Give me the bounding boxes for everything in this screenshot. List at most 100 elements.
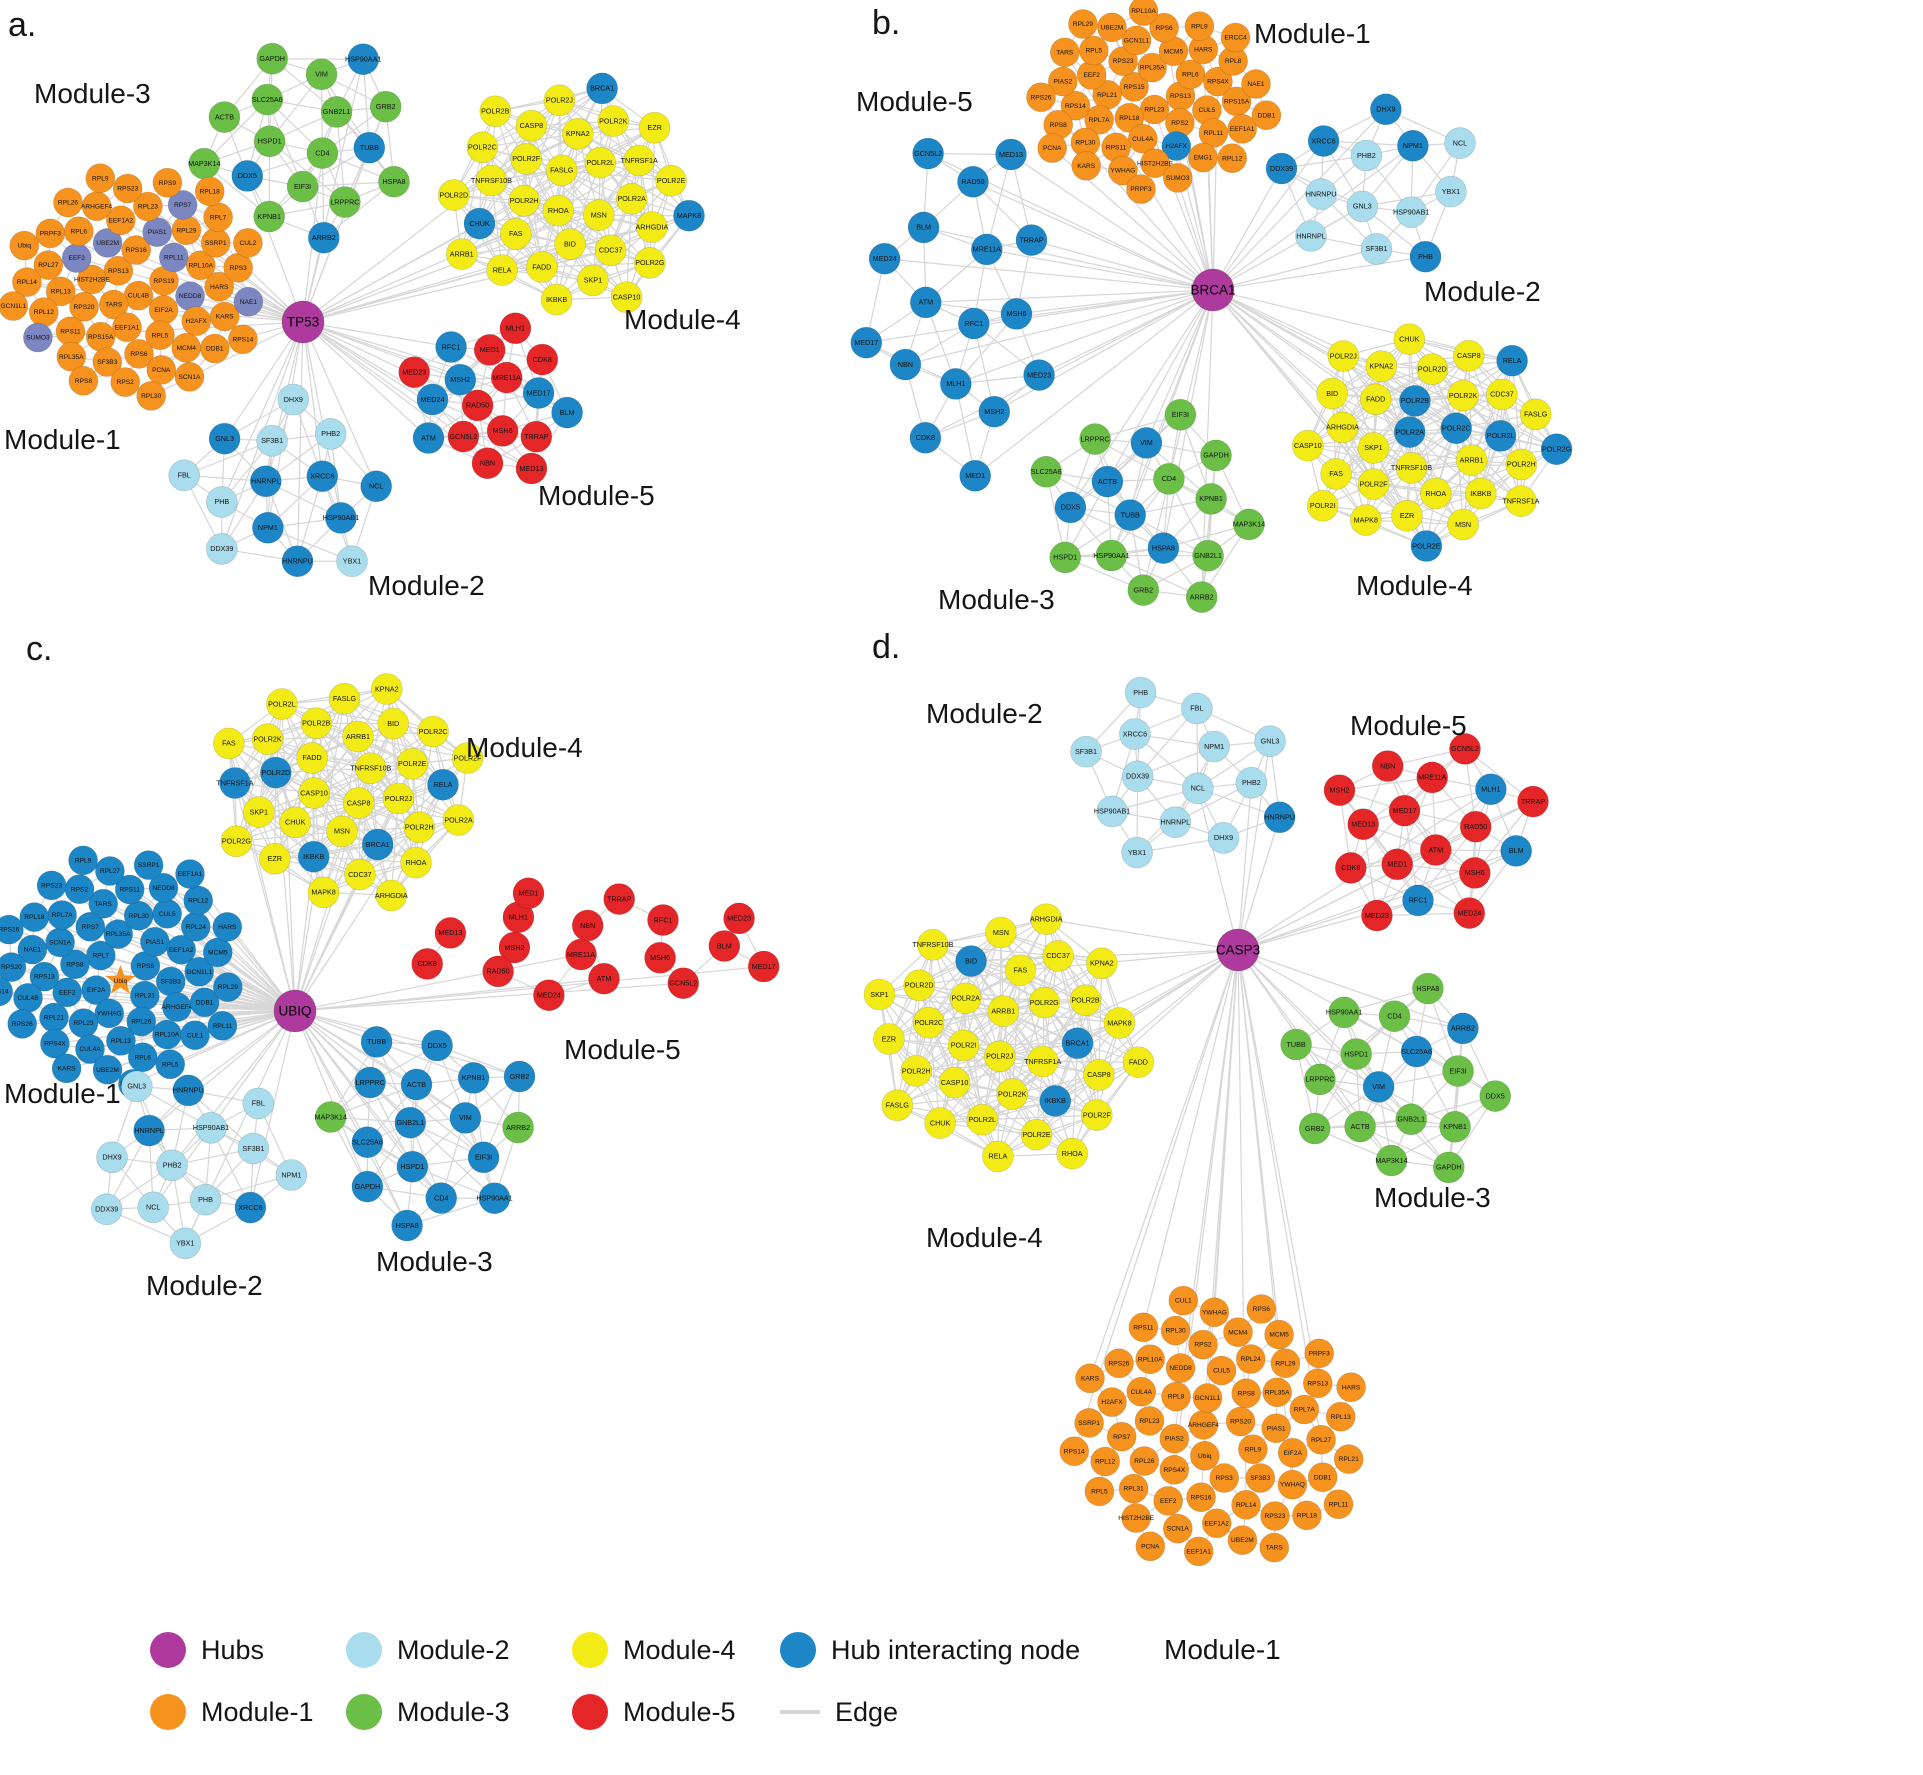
node-gnl3[interactable]: GNL3 [208,422,241,455]
node-rad50[interactable]: RAD50 [957,166,989,198]
node-rpl7a[interactable]: RPL7A [1084,105,1114,135]
node-med13[interactable]: MED13 [995,138,1027,171]
node-rpl13[interactable]: RPL13 [106,1026,136,1056]
node-arhgdia[interactable]: ARHGDIA [1030,903,1063,936]
node-ddb1[interactable]: DDB1 [1251,100,1282,130]
node-casp10[interactable]: CASP10 [1292,429,1324,462]
node-ncl[interactable]: NCL [1444,127,1476,159]
node-rpl27[interactable]: RPL27 [1306,1424,1336,1455]
node-rps20[interactable]: RPS20 [0,952,27,982]
node-brca1[interactable]: BRCA1 [586,72,618,105]
node-rpl18[interactable]: RPL18 [19,902,50,932]
node-rps14[interactable]: RPS14 [1060,90,1091,121]
node-polr2h[interactable]: POLR2H [403,811,436,844]
node-rela[interactable]: RELA [486,254,518,286]
node-med24[interactable]: MED24 [868,242,901,275]
node-rps23[interactable]: RPS23 [1108,46,1138,76]
node-ybx1[interactable]: YBX1 [336,545,368,578]
node-ezr[interactable]: EZR [258,842,291,875]
node-polr2d[interactable]: POLR2D [1416,353,1449,386]
node-rps2[interactable]: RPS2 [1188,1329,1218,1360]
node-hsp90ab1[interactable]: HSP90AB1 [323,502,359,534]
node-eef2[interactable]: EEF2 [1153,1486,1183,1516]
node-ddx5[interactable]: DDX5 [231,160,264,192]
node-tnfrsf10b[interactable]: TNFRSF10B [471,164,512,197]
node-hnrnpl[interactable]: HNRNPL [1159,806,1192,839]
node-kars[interactable]: KARS [1075,1363,1105,1394]
node-arhgef4[interactable]: ARHGEF4 [1188,1410,1219,1440]
node-rfc1[interactable]: RFC1 [1402,884,1434,917]
node-polr2e[interactable]: POLR2E [1020,1118,1053,1151]
node-sumo3[interactable]: SUMO3 [23,322,53,353]
hub-node-brca1[interactable]: BRCA1 [1190,268,1236,312]
node-polr2f[interactable]: POLR2F [510,143,543,175]
node-eif3i[interactable]: EIF3I [286,170,319,203]
node-hnrnpu[interactable]: HNRNPU [1305,178,1337,210]
node-tubb[interactable]: TUBB [1114,499,1146,531]
node-ssrp1[interactable]: SSRP1 [133,850,164,880]
node-polr2d[interactable]: POLR2D [437,179,470,211]
node-polr2f[interactable]: POLR2F [1357,468,1390,500]
node-rps23[interactable]: RPS23 [112,173,143,204]
node-kpna2[interactable]: KPNA2 [1365,350,1398,383]
node-eef1a1[interactable]: EEF1A1 [1183,1536,1214,1567]
node-msh6[interactable]: MSH6 [1000,298,1033,330]
node-arrb2[interactable]: ARRB2 [307,221,340,254]
node-polr2k[interactable]: POLR2K [996,1078,1029,1110]
node-msn[interactable]: MSN [1447,508,1479,541]
node-chuk[interactable]: CHUK [279,806,312,839]
node-polr2h[interactable]: POLR2H [508,185,540,217]
node-rps2[interactable]: RPS2 [64,874,95,905]
node-brca1[interactable]: BRCA1 [361,828,394,861]
node-rpl6[interactable]: RPL6 [127,1042,158,1072]
node-arrb2[interactable]: ARRB2 [1447,1012,1479,1045]
node-rpl35a[interactable]: RPL35A [1137,52,1167,83]
node-casp8[interactable]: CASP8 [342,787,375,819]
node-rad50[interactable]: RAD50 [482,955,514,988]
node-rps26[interactable]: RPS26 [7,1009,38,1039]
node-polr2j[interactable]: POLR2J [1327,340,1360,372]
node-polr2b[interactable]: POLR2B [300,707,333,740]
node-mlh1[interactable]: MLH1 [502,901,535,934]
node-polr2k[interactable]: POLR2K [597,105,630,137]
node-eif3i[interactable]: EIF3I [467,1141,500,1174]
node-eef1a1[interactable]: EEF1A1 [1227,114,1257,144]
node-fbl[interactable]: FBL [1181,692,1213,725]
node-cul5[interactable]: CUL5 [152,898,182,929]
node-gapdh[interactable]: GAPDH [1200,439,1232,472]
node-mlh1[interactable]: MLH1 [1475,773,1507,806]
node-gnb2l1[interactable]: GNB2L1 [1395,1103,1427,1136]
node-tnfrsf10b[interactable]: TNFRSF10B [912,928,954,961]
node-bid[interactable]: BID [377,707,410,740]
node-npm1[interactable]: NPM1 [275,1159,308,1191]
node-rpl27[interactable]: RPL27 [95,856,125,886]
node-nbn[interactable]: NBN [889,348,922,381]
node-mcm5[interactable]: MCM5 [203,937,233,968]
node-hsp90ab1[interactable]: HSP90AB1 [193,1112,229,1144]
node-hspd1[interactable]: HSPD1 [1340,1038,1372,1070]
node-med23[interactable]: MED23 [398,356,431,389]
node-pcna[interactable]: PCNA [1135,1531,1166,1562]
node-vim[interactable]: VIM [449,1102,482,1134]
node-hsp90aa1[interactable]: HSP90AA1 [345,43,381,76]
node-ddb1[interactable]: DDB1 [200,333,230,364]
node-trrap[interactable]: TRRAP [520,420,553,453]
node-chuk[interactable]: CHUK [924,1107,956,1139]
node-h2afx[interactable]: H2AFX [181,306,212,336]
node-rpl31[interactable]: RPL31 [130,980,160,1011]
node-sf3b3[interactable]: SF3B3 [1245,1463,1276,1493]
node-hspa8[interactable]: HSPA8 [391,1209,423,1242]
node-polr2c[interactable]: POLR2C [912,1006,945,1039]
node-rpl13[interactable]: RPL13 [1325,1401,1356,1432]
node-mcm4[interactable]: MCM4 [171,332,201,363]
node-hsp90ab1[interactable]: HSP90AB1 [1094,795,1130,828]
node-ikbkb[interactable]: IKBKB [1465,477,1497,510]
node-rpl26[interactable]: RPL26 [126,1006,157,1037]
node-ubiq[interactable]: Ubiq [9,230,40,261]
node-gcn1l1[interactable]: GCN1L1 [1121,25,1152,56]
node-med23[interactable]: MED23 [1023,359,1055,391]
node-polr2j[interactable]: POLR2J [382,782,415,815]
node-polr2l[interactable]: POLR2L [966,1103,999,1136]
node-ncl[interactable]: NCL [360,470,393,503]
node-rela[interactable]: RELA [1496,344,1528,377]
